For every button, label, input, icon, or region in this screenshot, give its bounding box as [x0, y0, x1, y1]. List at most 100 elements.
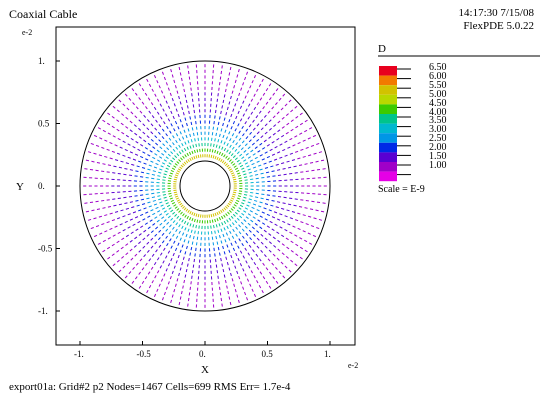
field-arrow [271, 228, 275, 232]
field-arrow [141, 167, 146, 169]
field-arrow [265, 280, 269, 285]
field-arrow [214, 218, 217, 223]
field-arrow [226, 219, 229, 223]
field-arrow [286, 209, 290, 212]
field-arrow [262, 147, 266, 150]
field-arrow [113, 204, 117, 207]
field-arrow [191, 241, 194, 245]
legend-swatch [379, 142, 397, 153]
field-arrow [226, 124, 229, 128]
field-arrow [214, 138, 216, 142]
field-arrow [165, 140, 169, 144]
field-arrow [162, 225, 166, 229]
field-arrow [159, 146, 163, 150]
field-arrow [237, 172, 241, 175]
field-arrow [170, 199, 174, 203]
field-arrow [178, 138, 181, 142]
field-arrow [231, 235, 235, 239]
field-arrow [129, 218, 134, 221]
field-arrow [216, 218, 219, 222]
field-arrow [231, 146, 235, 150]
field-arrow [261, 211, 265, 214]
field-arrow [120, 160, 124, 163]
field-arrow [236, 209, 240, 213]
field-arrow [237, 197, 241, 200]
field-arrow [241, 156, 245, 160]
field-arrow [232, 228, 235, 232]
field-arrow [225, 112, 228, 116]
field-arrow [214, 155, 217, 160]
field-arrow [299, 122, 304, 126]
field-arrow [149, 150, 153, 153]
field-arrow [172, 142, 175, 146]
field-arrow [174, 206, 178, 209]
field-arrow [102, 207, 106, 209]
field-arrow [276, 257, 280, 261]
field-arrow [230, 153, 234, 157]
field-arrow [214, 149, 217, 154]
field-arrow [118, 166, 123, 169]
field-arrow [304, 163, 308, 165]
field-arrow [157, 175, 161, 177]
field-arrow [174, 283, 177, 287]
field-arrow [164, 170, 168, 173]
field-arrow [165, 156, 169, 160]
field-arrow [299, 237, 303, 240]
timestamp: 14:17:30 7/15/08 [458, 7, 534, 19]
field-arrow [313, 217, 317, 220]
field-arrow [295, 243, 299, 247]
field-arrow [259, 271, 263, 275]
field-arrow [183, 239, 186, 243]
field-arrow [284, 103, 288, 107]
field-arrow [231, 90, 234, 94]
field-arrow [222, 233, 225, 238]
field-arrow [189, 235, 192, 239]
field-arrow [235, 252, 238, 257]
field-arrow [125, 126, 129, 129]
field-arrow [230, 197, 235, 200]
field-arrow [230, 161, 234, 164]
field-arrow [244, 143, 248, 147]
field-arrow [271, 106, 275, 110]
field-arrow [224, 163, 228, 167]
field-arrow [236, 159, 240, 163]
field-arrow [284, 140, 288, 144]
field-arrow [245, 108, 248, 112]
field-arrow [159, 201, 163, 204]
field-arrow [232, 213, 236, 217]
field-arrow [191, 211, 194, 216]
field-arrow [288, 99, 292, 103]
field-arrow [287, 223, 291, 226]
field-arrow [281, 207, 285, 210]
field-arrow [142, 151, 146, 154]
field-arrow [129, 151, 134, 154]
field-arrow [107, 205, 112, 208]
field-arrow [243, 159, 247, 162]
field-arrow [153, 106, 157, 111]
field-arrow [279, 156, 283, 159]
field-arrow [161, 128, 165, 132]
field-arrow [174, 174, 179, 177]
field-arrow [140, 225, 144, 228]
field-arrow [155, 119, 158, 123]
field-arrow [213, 143, 215, 148]
field-arrow [252, 249, 255, 253]
field-arrow [184, 251, 187, 255]
field-arrow [125, 243, 129, 246]
field-arrow [162, 260, 165, 264]
field-arrow [125, 134, 130, 138]
field-arrow [97, 242, 102, 245]
field-arrow [236, 217, 240, 221]
field-arrow [151, 253, 155, 257]
field-arrow [256, 123, 260, 127]
field-arrow [315, 209, 319, 212]
field-arrow [233, 204, 237, 207]
field-arrow [265, 171, 270, 174]
field-arrow [256, 209, 260, 212]
field-arrow [253, 106, 257, 111]
field-arrow [188, 151, 192, 155]
field-arrow [212, 155, 215, 159]
field-arrow [117, 137, 121, 141]
field-arrow [141, 87, 145, 92]
